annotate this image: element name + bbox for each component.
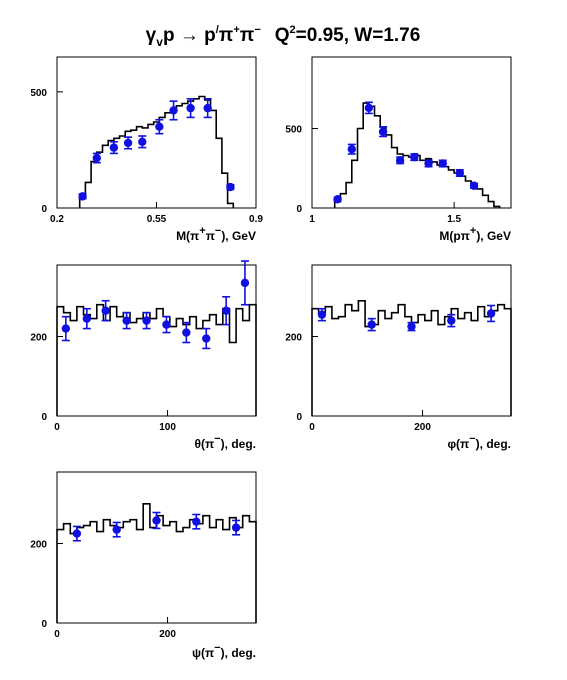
plot-frame [311,264,512,417]
data-point [486,304,496,323]
data-point [347,143,356,155]
data-point [122,311,131,330]
x-tick-label: 200 [414,422,431,433]
plot-frame [56,264,257,417]
x-tick-label: 0.9 [249,214,263,225]
x-tick-label: 0.55 [147,214,167,225]
x-tick-label: 100 [159,422,176,433]
x-tick-label: 0 [54,422,60,433]
y-tick-label: 200 [285,333,302,344]
x-tick-label: 0 [54,629,60,640]
data-point [203,98,212,119]
y-tick-label: 0 [296,412,302,423]
data-point [226,182,235,192]
data-point [78,192,87,201]
data-point [123,136,133,150]
data-point [169,100,178,121]
x-axis-label: θ(π−), deg. [195,433,256,451]
data-point [410,152,419,162]
x-tick-label: 200 [159,629,176,640]
y-tick-label: 500 [285,125,302,136]
plot-frame [311,56,512,209]
data-point [455,168,465,178]
data-point [407,321,416,332]
x-axis-label: M(pπ+), GeV [439,225,511,243]
x-axis-label: φ(π−), deg. [447,433,511,451]
y-tick-label: 200 [30,540,47,551]
histogram-line [78,95,235,208]
figure-title: γvp → p/π+π− Q2=0.95, W=1.76 [146,24,421,49]
data-point [221,295,231,326]
data-point [101,299,110,322]
x-tick-label: 0 [309,422,315,433]
y-tick-label: 500 [30,88,47,99]
data-point [142,311,151,330]
panel-2: 1 1.5 0 500 M(pπ+), GeV [285,56,512,243]
data-point [182,321,191,344]
x-axis-label: ψ(π−), deg. [192,642,256,660]
x-tick-label: 1.5 [447,214,461,225]
panel-1: 0.2 0.55 0.9 0 500 M(π+π−), GeV [30,56,263,243]
data-point [192,513,201,530]
data-point [231,519,241,536]
data-point [155,118,164,135]
panel-4: 0 200 0 200 φ(π−), deg. [285,264,512,451]
data-point [72,525,82,542]
x-tick-label: 1 [309,214,315,225]
data-point [152,511,161,530]
y-tick-label: 0 [296,204,302,215]
y-tick-label: 0 [41,619,47,630]
data-point [92,152,102,164]
data-point [364,101,374,115]
plot-frame [56,471,257,624]
x-tick-label: 0.2 [50,214,64,225]
data-point [202,327,211,350]
y-tick-label: 200 [30,333,47,344]
data-point [378,126,388,138]
data-point [367,317,376,332]
data-point [395,156,405,165]
data-point [61,315,71,342]
data-point [447,313,456,328]
histogram-line [311,300,512,416]
y-tick-label: 0 [41,412,47,423]
data-point [317,307,327,322]
data-point [438,159,447,168]
plot-frame [56,56,257,209]
data-point [112,521,121,538]
panel-5: 0 200 0 200 ψ(π−), deg. [30,471,257,660]
data-point [333,195,342,204]
data-point [138,135,147,149]
panel-3: 0 100 0 200 θ(π−), deg. [30,260,257,451]
data-point [109,140,119,155]
data-point [424,159,433,168]
data-point [240,260,250,306]
x-axis-label: M(π+π−), GeV [176,225,256,243]
data-point [469,181,479,190]
data-point [82,307,92,330]
data-point [186,98,195,119]
data-point [162,315,171,334]
y-tick-label: 0 [41,204,47,215]
